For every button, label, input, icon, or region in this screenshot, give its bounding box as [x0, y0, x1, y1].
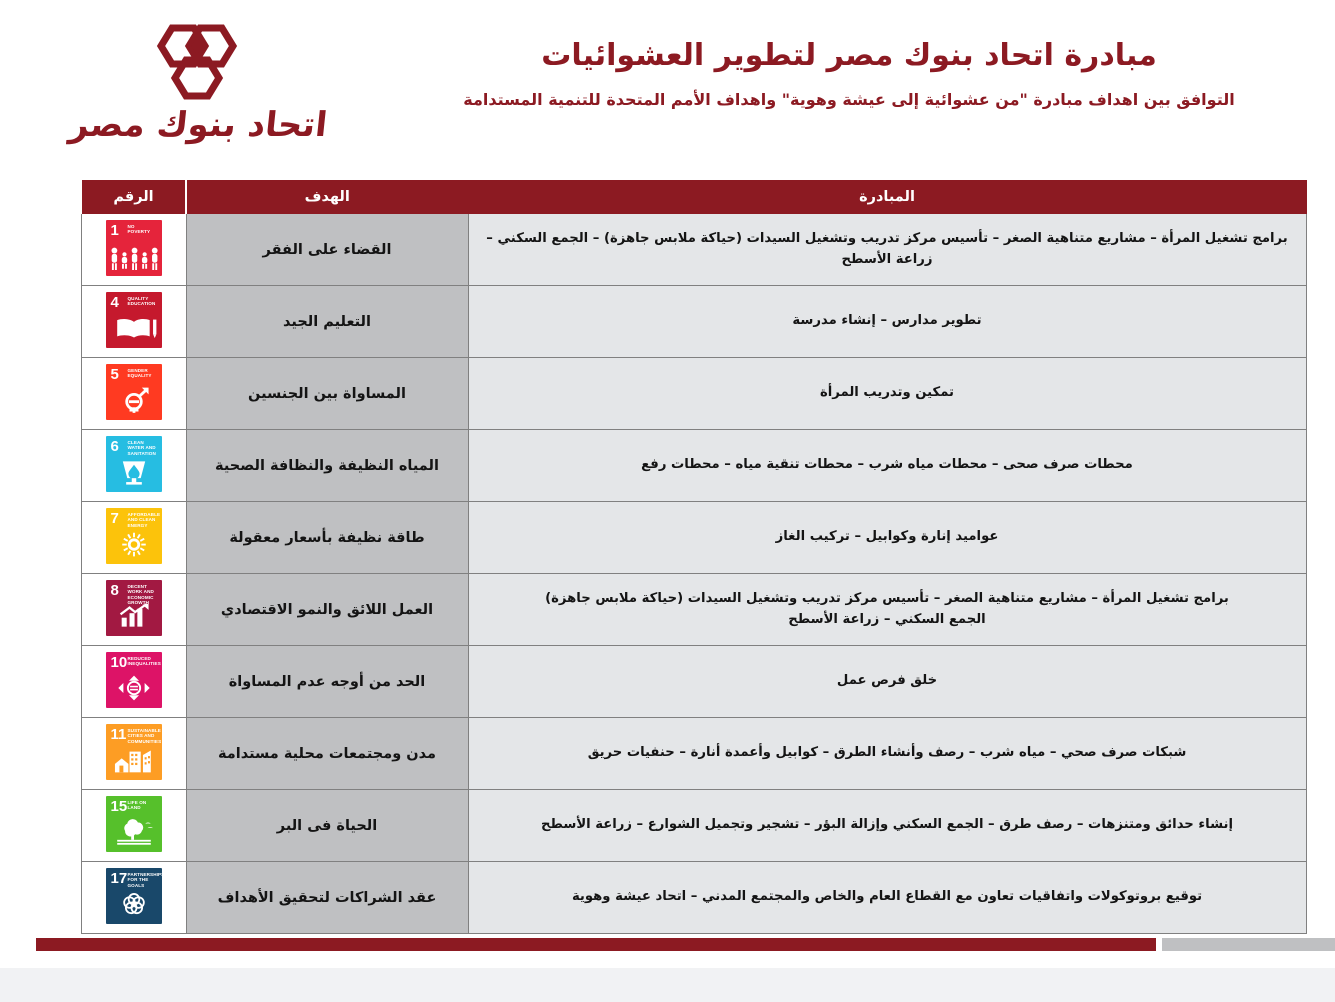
sdg-alignment-table: المبادرة الهدف الرقم برامج تشغيل المرأة … — [80, 180, 1307, 934]
initiative-cell: محطات صرف صحى – محطات مياه شرب – محطات ت… — [467, 429, 1307, 502]
sdg-label: NO POVERTY — [127, 223, 151, 235]
sdg-pictogram — [106, 742, 162, 778]
page-title: مبادرة اتحاد بنوك مصر لتطوير العشوائيات — [541, 38, 1157, 73]
table-row: برامج تشغيل المرأة – مشاريع متناهية الصغ… — [80, 573, 1307, 646]
sdg-pictogram — [106, 310, 162, 346]
sdg-icon-cell: 11 SUSTAINABLE CITIES AND COMMUNITIES — [80, 717, 187, 790]
sdg-icon-cell: 10 REDUCED INEQUALITIES — [80, 645, 187, 718]
sdg-number: 17 — [110, 869, 128, 887]
initiative-cell: برامج تشغيل المرأة – مشاريع متناهية الصغ… — [467, 213, 1307, 286]
sdg-number: 8 — [110, 581, 119, 599]
goal-cell: المياه النظيفة والنظافة الصحية — [185, 429, 469, 502]
table-body: برامج تشغيل المرأة – مشاريع متناهية الصغ… — [80, 213, 1307, 934]
column-header-number: الرقم — [80, 180, 187, 214]
slide-canvas: اتحاد بنوك مصر مبادرة اتحاد بنوك مصر لتط… — [36, 22, 1335, 951]
sdg-icon-cell: 5 GENDER EQUALITY — [80, 357, 187, 430]
sdg-icon-cell: 1 NO POVERTY — [80, 213, 187, 286]
table-row: عواميد إنارة وكوابيل – تركيب الغاز طاقة ن… — [80, 501, 1307, 574]
sdg-label: AFFORDABLE AND CLEAN ENERGY — [127, 511, 161, 528]
sdg-icon-cell: 4 QUALITY EDUCATION — [80, 285, 187, 358]
footer-bar-secondary — [1162, 938, 1335, 951]
sdg-pictogram — [106, 526, 162, 562]
table-row: إنشاء حدائق ومتنزهات – رصف طرق – الجمع ا… — [80, 789, 1307, 862]
sdg-label: LIFE ON LAND — [127, 799, 147, 811]
initiative-cell: إنشاء حدائق ومتنزهات – رصف طرق – الجمع ا… — [467, 789, 1307, 862]
sdg-4-quality-education-icon: 4 QUALITY EDUCATION — [105, 291, 162, 348]
sdg-pictogram — [106, 598, 162, 634]
sdg-label: REDUCED INEQUALITIES — [127, 655, 161, 667]
sdg-pictogram — [106, 886, 162, 922]
goal-cell: التعليم الجيد — [185, 285, 469, 358]
goal-cell: المساواة بين الجنسين — [185, 357, 469, 430]
page-subtitle: التوافق بين اهداف مبادرة "من عشوائية إلى… — [463, 90, 1235, 109]
sdg-label: PARTNERSHIPS FOR THE GOALS — [127, 871, 162, 888]
sdg-number: 1 — [110, 221, 119, 239]
sdg-icon-cell: 15 LIFE ON LAND — [80, 789, 187, 862]
sdg-icon-cell: 8 DECENT WORK AND ECONOMIC GROWTH — [80, 573, 187, 646]
sdg-number: 15 — [110, 797, 128, 815]
sdg-pictogram — [106, 238, 162, 274]
sdg-10-reduced-inequalities-icon: 10 REDUCED INEQUALITIES — [105, 651, 162, 708]
sdg-icon-cell: 6 CLEAN WATER AND SANITATION — [80, 429, 187, 502]
table-row: توقيع بروتوكولات واتفاقيات تعاون مع القط… — [80, 861, 1307, 934]
footer-bar-primary — [36, 938, 1156, 951]
column-header-initiative: المبادرة — [467, 180, 1307, 214]
sdg-7-affordable-and-clean-energy-icon: 7 AFFORDABLE AND CLEAN ENERGY — [105, 507, 162, 564]
sdg-number: 10 — [110, 653, 128, 671]
header-block: مبادرة اتحاد بنوك مصر لتطوير العشوائيات … — [399, 36, 1299, 111]
initiative-cell: شبكات صرف صحي – مياه شرب – رصف وأنشاء ال… — [467, 717, 1307, 790]
initiative-cell: توقيع بروتوكولات واتفاقيات تعاون مع القط… — [467, 861, 1307, 934]
sdg-label: GENDER EQUALITY — [127, 367, 152, 379]
table-row: تطوير مدارس – إنشاء مدرسة التعليم الجيد 4 Q… — [80, 285, 1307, 358]
sdg-label: DECENT WORK AND ECONOMIC GROWTH — [127, 583, 154, 606]
sdg-label: QUALITY EDUCATION — [127, 295, 156, 307]
table-row: شبكات صرف صحي – مياه شرب – رصف وأنشاء ال… — [80, 717, 1307, 790]
table-header-row: المبادرة الهدف الرقم — [80, 180, 1307, 214]
goal-cell: العمل اللائق والنمو الاقتصادي — [185, 573, 469, 646]
brand-logo: اتحاد بنوك مصر — [67, 22, 330, 162]
sdg-15-life-on-land-icon: 15 LIFE ON LAND — [105, 795, 162, 852]
sdg-icon-cell: 17 PARTNERSHIPS FOR THE GOALS — [80, 861, 187, 934]
sdg-number: 7 — [110, 509, 119, 527]
brand-wordmark: اتحاد بنوك مصر — [67, 105, 330, 145]
table-row: برامج تشغيل المرأة – مشاريع متناهية الصغ… — [80, 213, 1307, 286]
sdg-pictogram — [106, 670, 162, 706]
sdg-11-sustainable-cities-and-communities-icon: 11 SUSTAINABLE CITIES AND COMMUNITIES — [105, 723, 162, 780]
sdg-pictogram — [106, 814, 162, 850]
sdg-5-gender-equality-icon: 5 GENDER EQUALITY — [105, 363, 162, 420]
goal-cell: القضاء على الفقر — [185, 213, 469, 286]
initiative-cell: برامج تشغيل المرأة – مشاريع متناهية الصغ… — [467, 573, 1307, 646]
initiative-cell: عواميد إنارة وكوابيل – تركيب الغاز — [467, 501, 1307, 574]
sdg-pictogram — [106, 454, 162, 490]
sdg-number: 4 — [110, 293, 119, 311]
table-row: محطات صرف صحى – محطات مياه شرب – محطات ت… — [80, 429, 1307, 502]
initiative-cell: خلق فرص عمل — [467, 645, 1307, 718]
sdg-17-partnerships-for-the-goals-icon: 17 PARTNERSHIPS FOR THE GOALS — [105, 867, 162, 924]
sdg-1-no-poverty-icon: 1 NO POVERTY — [105, 219, 162, 276]
column-header-goal: الهدف — [185, 180, 469, 214]
sdg-number: 5 — [110, 365, 119, 383]
sdg-number: 11 — [110, 725, 127, 743]
goal-cell: الحياة فى البر — [185, 789, 469, 862]
sdg-6-clean-water-and-sanitation-icon: 6 CLEAN WATER AND SANITATION — [105, 435, 162, 492]
goal-cell: مدن ومجتمعات محلية مستدامة — [185, 717, 469, 790]
sdg-label: SUSTAINABLE CITIES AND COMMUNITIES — [127, 727, 162, 744]
sdg-label: CLEAN WATER AND SANITATION — [127, 439, 156, 456]
goal-cell: طاقة نظيفة بأسعار معقولة — [185, 501, 469, 574]
sdg-8-decent-work-and-economic-growth-icon: 8 DECENT WORK AND ECONOMIC GROWTH — [105, 579, 162, 636]
initiative-cell: تمكين وتدريب المرأة — [467, 357, 1307, 430]
goal-cell: الحد من أوجه عدم المساواة — [185, 645, 469, 718]
goal-cell: عقد الشراكات لتحقيق الأهداف — [185, 861, 469, 934]
page-background-strip — [0, 968, 1335, 1002]
sdg-pictogram — [106, 382, 162, 418]
sdg-icon-cell: 7 AFFORDABLE AND CLEAN ENERGY — [80, 501, 187, 574]
table-row: خلق فرص عمل الحد من أوجه عدم المساواة 10 RE… — [80, 645, 1307, 718]
sdg-number: 6 — [110, 437, 119, 455]
initiative-cell: تطوير مدارس – إنشاء مدرسة — [467, 285, 1307, 358]
table-row: تمكين وتدريب المرأة المساواة بين الجنسين 5… — [80, 357, 1307, 430]
federation-of-egyptian-banks-hexagon-logo-icon — [142, 24, 252, 116]
